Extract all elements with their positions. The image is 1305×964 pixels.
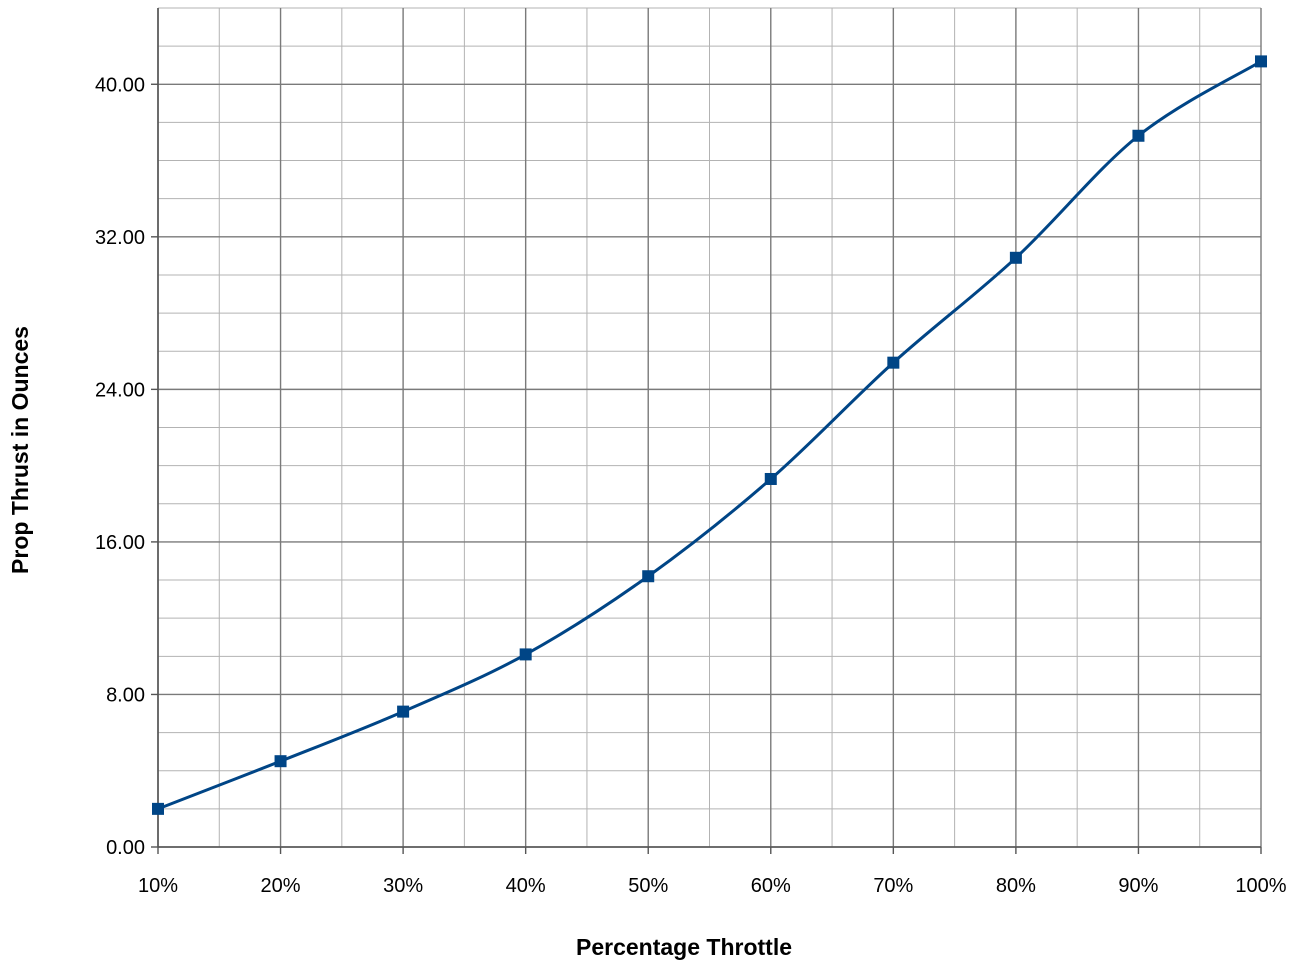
y-tick-label: 16.00: [95, 532, 145, 554]
y-tick-label: 24.00: [95, 379, 145, 401]
x-axis-title: Percentage Throttle: [576, 934, 792, 960]
x-tick-label: 100%: [1235, 875, 1286, 897]
x-tick-label: 50%: [628, 875, 668, 897]
series-line: [157, 60, 1262, 811]
x-tick-label: 30%: [383, 875, 423, 897]
x-tick-label: 80%: [996, 875, 1036, 897]
data-point-marker: [274, 755, 287, 768]
data-point-marker: [1132, 129, 1145, 142]
y-axis-title: Prop Thrust in Ounces: [7, 326, 33, 574]
grid: [157, 7, 1262, 848]
y-tick-label: 32.00: [95, 227, 145, 249]
data-point-marker: [887, 356, 900, 369]
y-tick-label: 40.00: [95, 74, 145, 96]
data-point-marker: [1255, 55, 1267, 68]
data-point-marker: [397, 705, 410, 718]
x-tick-label: 20%: [261, 875, 301, 897]
y-tick-label: 8.00: [106, 684, 145, 706]
y-tick-label: 0.00: [106, 837, 145, 859]
x-tick-label: 10%: [138, 875, 178, 897]
axes: [151, 8, 1262, 854]
x-tick-label: 60%: [751, 875, 791, 897]
x-tick-label: 40%: [506, 875, 546, 897]
tick-labels: 0.00 8.00 16.00 24.00 32.00 40.00 10% 20% 30% 40%…: [95, 74, 1287, 897]
x-tick-label: 70%: [873, 875, 913, 897]
data-point-marker: [764, 472, 777, 485]
x-tick-label: 90%: [1118, 875, 1158, 897]
series-group: [152, 55, 1267, 815]
data-point-marker: [519, 648, 532, 661]
data-point-marker: [642, 570, 655, 583]
data-point-marker: [1009, 251, 1022, 264]
data-point-marker: [152, 802, 164, 815]
